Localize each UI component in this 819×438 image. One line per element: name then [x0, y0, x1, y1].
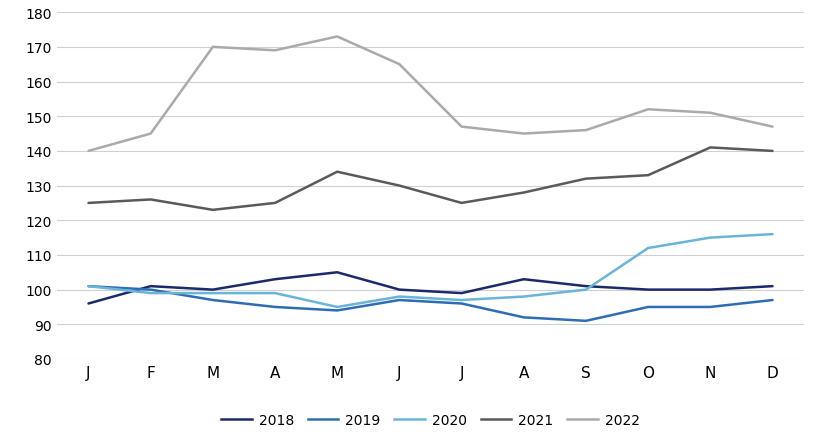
2022 [394, 62, 404, 67]
Line: 2021: 2021 [88, 148, 771, 210]
2019 [269, 305, 279, 310]
2021 [269, 201, 279, 206]
2022 [146, 131, 156, 137]
2021 [518, 191, 528, 196]
2019 [394, 298, 404, 303]
2020 [146, 291, 156, 296]
2020 [518, 294, 528, 300]
2020 [332, 305, 342, 310]
2021 [146, 198, 156, 203]
2018 [208, 287, 218, 293]
2021 [456, 201, 466, 206]
2018 [704, 287, 714, 293]
2019 [767, 298, 776, 303]
2022 [704, 111, 714, 116]
2018 [269, 277, 279, 282]
2022 [208, 45, 218, 50]
2018 [84, 301, 93, 307]
2019 [456, 301, 466, 307]
2021 [642, 173, 652, 178]
2021 [704, 145, 714, 151]
2021 [767, 149, 776, 154]
2022 [642, 107, 652, 113]
2020 [581, 287, 590, 293]
Line: 2019: 2019 [88, 286, 771, 321]
2019 [704, 305, 714, 310]
Line: 2022: 2022 [88, 37, 771, 152]
2019 [332, 308, 342, 313]
Line: 2020: 2020 [88, 235, 771, 307]
2019 [518, 315, 528, 320]
2018 [581, 284, 590, 289]
2020 [269, 291, 279, 296]
2020 [208, 291, 218, 296]
2020 [767, 232, 776, 237]
2019 [146, 287, 156, 293]
2022 [332, 35, 342, 40]
2019 [84, 284, 93, 289]
2018 [456, 291, 466, 296]
2021 [208, 208, 218, 213]
2018 [518, 277, 528, 282]
2022 [456, 125, 466, 130]
2018 [767, 284, 776, 289]
Line: 2018: 2018 [88, 272, 771, 304]
2021 [332, 170, 342, 175]
2022 [767, 125, 776, 130]
2020 [456, 298, 466, 303]
2022 [518, 131, 528, 137]
2022 [269, 49, 279, 54]
2018 [332, 270, 342, 276]
2020 [84, 284, 93, 289]
2019 [642, 305, 652, 310]
2019 [208, 298, 218, 303]
2020 [394, 294, 404, 300]
2018 [394, 287, 404, 293]
2021 [394, 184, 404, 189]
2022 [84, 149, 93, 154]
2018 [146, 284, 156, 289]
2021 [581, 177, 590, 182]
Legend: 2018, 2019, 2020, 2021, 2022: 2018, 2019, 2020, 2021, 2022 [215, 408, 645, 433]
2020 [704, 236, 714, 241]
2019 [581, 318, 590, 324]
2021 [84, 201, 93, 206]
2020 [642, 246, 652, 251]
2018 [642, 287, 652, 293]
2022 [581, 128, 590, 134]
